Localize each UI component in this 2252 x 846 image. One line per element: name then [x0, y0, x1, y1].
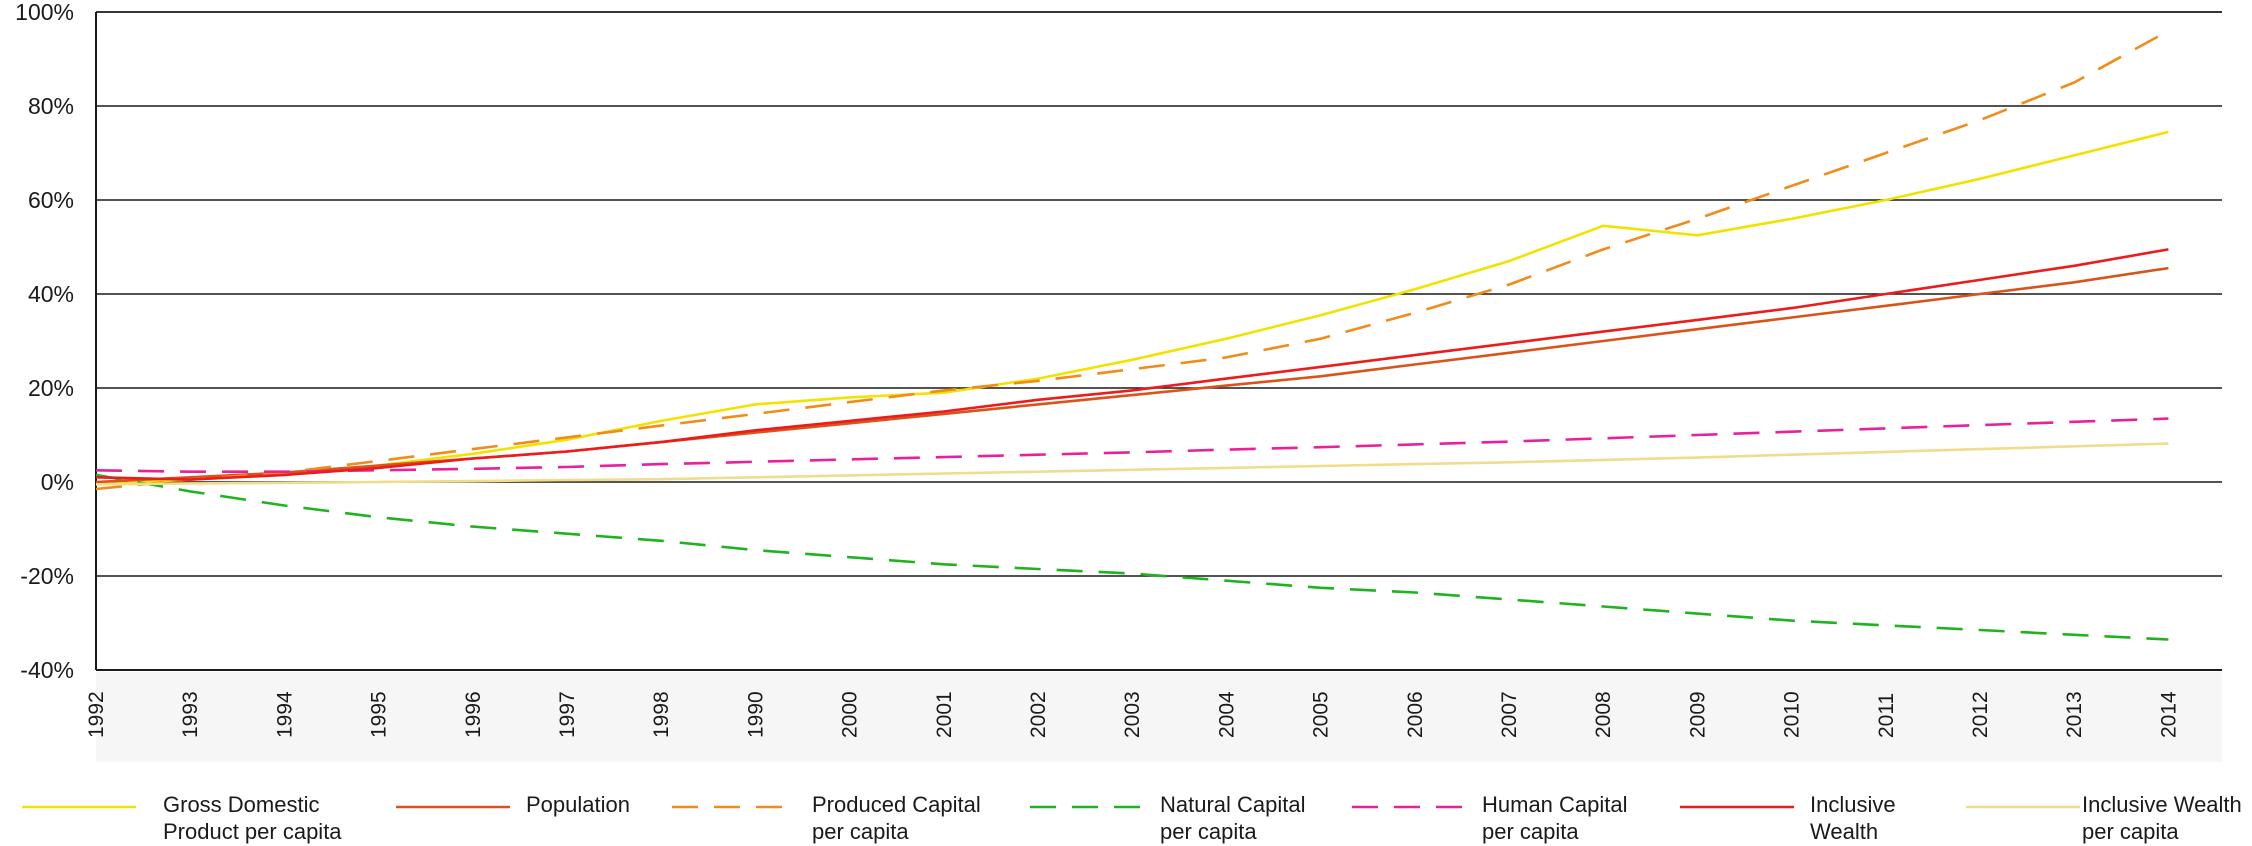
- x-tick-label: 2007: [1498, 691, 1521, 738]
- y-tick-label: -20%: [20, 563, 74, 589]
- legend-label: Produced Capital: [812, 792, 981, 817]
- x-tick-label: 2009: [1686, 691, 1709, 738]
- legend-label: per capita: [1160, 819, 1257, 844]
- x-tick-label: 2000: [839, 691, 862, 738]
- x-tick-label: 2001: [933, 691, 956, 738]
- x-tick-label: 2010: [1781, 691, 1804, 738]
- y-axis-ticks: 100% 80% 60% 40% 20% 0% -20% -40%: [15, 0, 74, 683]
- series-line: [95, 473, 2169, 641]
- x-tick-label: 2011: [1875, 693, 1898, 738]
- series-line: [95, 130, 2169, 486]
- x-axis-band: [96, 672, 2222, 762]
- x-tick-label: 2008: [1592, 691, 1615, 738]
- y-tick-label: 60%: [28, 187, 74, 213]
- x-tick-label: 1990: [744, 691, 767, 738]
- x-tick-label: 2012: [1969, 691, 1992, 738]
- legend-label: Natural Capital: [1160, 792, 1306, 817]
- x-tick-label: 1992: [85, 691, 108, 738]
- legend-label: Wealth: [1810, 819, 1878, 844]
- x-tick-label: 1997: [556, 691, 579, 738]
- y-tick-label: 0%: [41, 469, 74, 495]
- series-line: [95, 248, 2169, 481]
- x-tick-label: 1995: [368, 691, 391, 738]
- legend-label: Gross Domestic: [163, 792, 319, 817]
- series-line: [95, 29, 2170, 491]
- series-lines: [95, 29, 2170, 641]
- legend-label: per capita: [2082, 819, 2179, 844]
- y-tick-label: 20%: [28, 375, 74, 401]
- plot-frame: [95, 11, 2222, 671]
- y-tick-label: -40%: [20, 657, 74, 683]
- x-tick-label: 2014: [2157, 691, 2180, 738]
- legend-label: Inclusive: [1810, 792, 1896, 817]
- x-axis-ticks: 1992 1993 1994 1995 1996 1997 1998 1990 2000 2001…: [85, 691, 2180, 738]
- legend-label: Inclusive Wealth: [2082, 792, 2242, 817]
- x-tick-label: 2005: [1310, 691, 1333, 738]
- y-tick-label: 80%: [28, 93, 74, 119]
- x-tick-label: 1993: [179, 691, 202, 738]
- x-tick-label: 2013: [2063, 691, 2086, 738]
- legend-label: Population: [526, 792, 630, 817]
- x-tick-label: 1994: [273, 691, 296, 738]
- x-tick-label: 2003: [1121, 691, 1144, 738]
- y-tick-label: 40%: [28, 281, 74, 307]
- series-line: [95, 442, 2169, 486]
- y-tick-label: 100%: [15, 0, 74, 25]
- legend-label: per capita: [812, 819, 909, 844]
- x-tick-label: 1996: [462, 691, 485, 738]
- series-line: [95, 417, 2169, 474]
- x-tick-label: 2004: [1215, 691, 1238, 738]
- x-tick-label: 1998: [650, 691, 673, 738]
- legend-label: Product per capita: [163, 819, 342, 844]
- legend-label: per capita: [1482, 819, 1579, 844]
- x-tick-label: 2006: [1404, 691, 1427, 738]
- x-tick-label: 2002: [1027, 691, 1050, 738]
- legend-label: Human Capital: [1482, 792, 1628, 817]
